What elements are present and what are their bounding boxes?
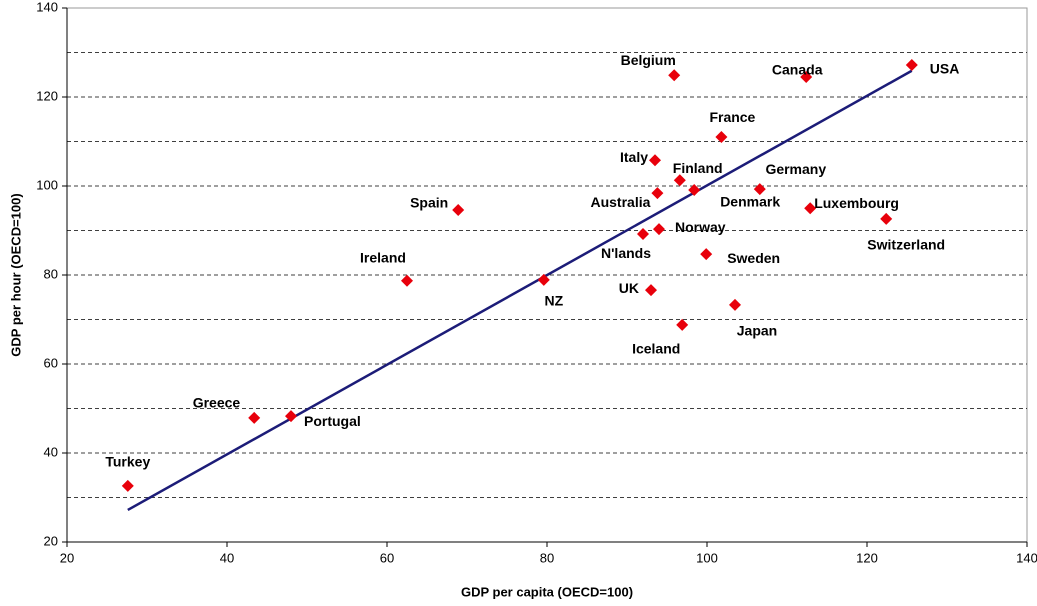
point-label: Spain — [410, 195, 448, 211]
point-label: Ireland — [360, 249, 406, 265]
point-label: Iceland — [632, 341, 680, 357]
y-tick-label: 120 — [36, 88, 58, 103]
point-label: Greece — [193, 395, 241, 411]
point — [804, 202, 817, 215]
point — [452, 204, 465, 217]
point — [537, 273, 550, 286]
point — [676, 318, 689, 331]
y-tick-label: 80 — [44, 266, 58, 281]
point — [285, 410, 297, 423]
trend-line — [127, 69, 913, 512]
y-tick-label: 20 — [44, 533, 58, 548]
point-label: UK — [619, 280, 639, 296]
point — [651, 187, 664, 200]
x-tick-label: 120 — [856, 550, 878, 565]
point — [905, 58, 918, 71]
point-label: Italy — [620, 149, 648, 165]
point — [673, 174, 686, 187]
x-tick-label: 100 — [696, 550, 718, 565]
point-label: Denmark — [720, 194, 780, 210]
y-tick-label: 60 — [44, 355, 58, 370]
point — [653, 223, 665, 236]
point — [668, 69, 681, 82]
point-label: USA — [930, 61, 960, 77]
y-tick-label: 100 — [36, 177, 58, 192]
point-label: Belgium — [621, 52, 676, 68]
x-tick-label: 140 — [1016, 550, 1037, 565]
point-label: Portugal — [304, 413, 361, 429]
point — [715, 131, 728, 144]
point — [800, 70, 813, 83]
point-label: France — [709, 109, 755, 125]
point — [645, 284, 657, 297]
point — [401, 274, 413, 287]
point-label: Switzerland — [867, 237, 945, 253]
point — [637, 228, 649, 241]
point — [649, 154, 661, 167]
y-tick-label: 40 — [44, 444, 58, 459]
y-axis-title: GDP per hour (OECD=100) — [8, 193, 23, 356]
point-label: Japan — [737, 323, 777, 339]
point — [729, 298, 741, 311]
point-label: Norway — [675, 219, 726, 235]
y-tick-label: 140 — [36, 0, 58, 14]
point — [121, 479, 134, 492]
point-label: Canada — [772, 62, 823, 78]
point — [753, 183, 766, 196]
point-label: Germany — [765, 161, 826, 177]
point-label: NZ — [544, 293, 563, 309]
x-tick-label: 60 — [380, 550, 394, 565]
x-axis-title: GDP per capita (OECD=100) — [461, 584, 633, 599]
point — [248, 411, 261, 424]
x-tick-label: 40 — [220, 550, 234, 565]
point-label: Turkey — [105, 454, 150, 470]
point-label: Sweden — [727, 250, 780, 266]
x-tick-label: 80 — [540, 550, 554, 565]
point — [700, 248, 713, 261]
point-label: N'lands — [601, 245, 651, 261]
point — [688, 184, 701, 197]
point-label: Australia — [590, 194, 650, 210]
point-label: Finland — [673, 160, 723, 176]
point-label: Luxembourg — [814, 195, 899, 211]
x-tick-label: 20 — [60, 550, 74, 565]
point — [880, 212, 893, 225]
